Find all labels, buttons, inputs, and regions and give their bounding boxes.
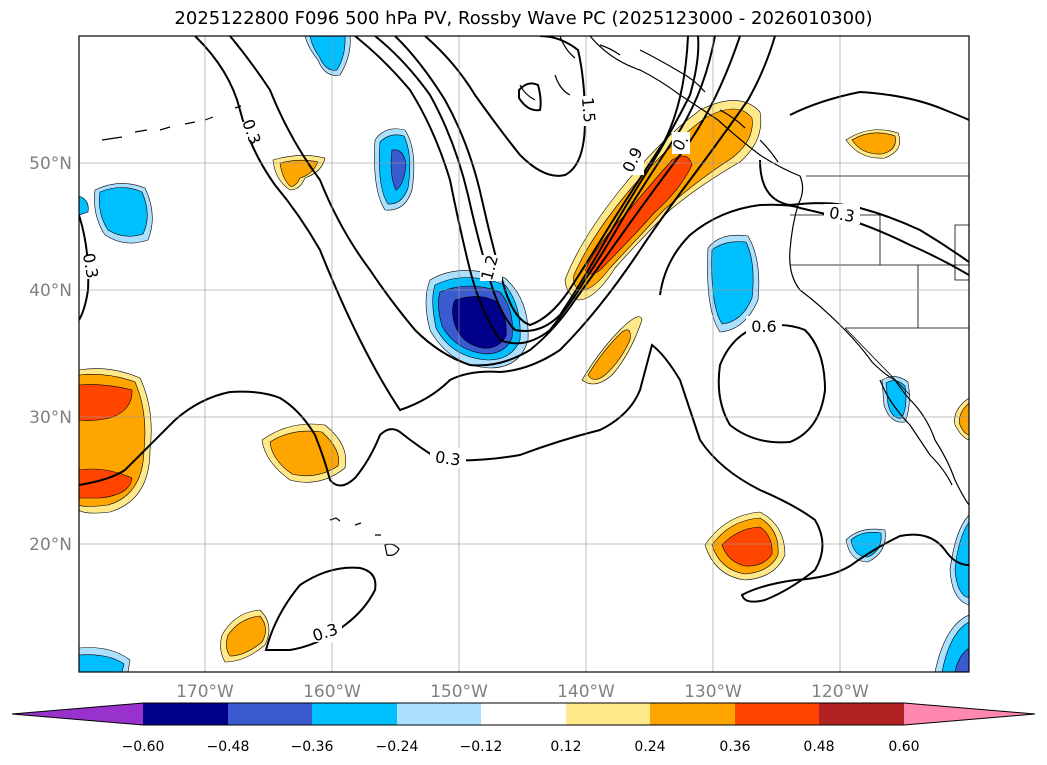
positive-anomaly-128w-l3 (721, 526, 773, 567)
colorbar-tick-label: 0.60 (888, 739, 919, 755)
colorbar-segment (397, 703, 481, 725)
political-borders (790, 175, 969, 396)
negative-anomaly-172w-l2 (99, 187, 148, 237)
lat-label: 30°N (29, 408, 72, 428)
negative-anomaly-nw-edge (79, 195, 89, 216)
colorbar-segment (650, 703, 735, 725)
contour-label: 1.5 (578, 96, 599, 123)
lon-label: 120°W (811, 682, 869, 702)
lat-label: 40°N (29, 281, 72, 301)
positive-anomaly-115w-l2 (851, 132, 896, 155)
lon-label: 130°W (684, 682, 742, 702)
map-title: 2025122800 F096 500 hPa PV, Rossby Wave … (174, 8, 873, 29)
colorbar-ticks: −0.60 −0.48 −0.36 −0.24 −0.12 0.12 0.24 … (122, 739, 920, 755)
lon-label: 140°W (557, 682, 615, 702)
colorbar-extend-high (904, 703, 1035, 725)
colorbar-segment (566, 703, 650, 725)
colorbar-tick-label: −0.24 (376, 739, 419, 755)
negative-anomaly-sw-corner-l2 (79, 654, 125, 672)
colorbar (11, 702, 1036, 726)
negative-anomaly-se-corner-l3 (954, 647, 969, 672)
colorbar-segment (819, 703, 904, 725)
lon-label: 170°W (176, 682, 234, 702)
pv-contours (79, 36, 969, 652)
colorbar-tick-label: −0.60 (122, 739, 165, 755)
negative-anomaly-128w-l2 (711, 241, 754, 325)
colorbar-extend-low (12, 703, 143, 725)
colorbar-tick-label: 0.48 (803, 739, 834, 755)
pv-anomaly-shading (79, 36, 969, 672)
lon-label: 160°W (303, 682, 361, 702)
colorbar-segment (228, 703, 312, 725)
colorbar-outline (11, 702, 1036, 726)
colorbar-tick-label: 0.12 (550, 739, 581, 755)
negative-anomaly-alaska-l2 (309, 36, 346, 71)
contour-label: 0.3 (434, 447, 462, 469)
colorbar-segment (312, 703, 397, 725)
colorbar-tick-label: −0.36 (291, 739, 334, 755)
positive-anomaly-west-edge-l3b (79, 468, 133, 499)
positive-anomaly-143w-l2 (587, 329, 631, 380)
map-frame (78, 35, 970, 673)
negative-anomaly-central-l4 (452, 296, 507, 349)
contour-label: 0.3 (828, 203, 856, 226)
positive-anomaly-160w-l2 (269, 430, 339, 477)
colorbar-segment (143, 703, 228, 725)
longitude-labels: 170°W 160°W 150°W 140°W 130°W 120°W (176, 682, 869, 702)
positive-anomaly-west-edge-l3 (79, 384, 133, 421)
colorbar-tick-label: 0.36 (719, 739, 750, 755)
contour-label: 0.6 (751, 317, 776, 336)
lat-label: 20°N (29, 535, 72, 555)
colorbar-segment (481, 703, 566, 725)
contour-label: 0.3 (79, 252, 102, 280)
negative-anomaly-east-edge-l2 (954, 521, 969, 599)
colorbar-tick-label: −0.12 (460, 739, 503, 755)
lat-label: 50°N (29, 154, 72, 174)
colorbar-segment (735, 703, 819, 725)
colorbar-tick-label: 0.24 (634, 739, 665, 755)
positive-anomaly-east-edge-l2 (959, 402, 969, 436)
gridlines (79, 36, 969, 672)
negative-anomaly-155w-l3 (390, 149, 407, 191)
colorbar-tick-label: −0.48 (207, 739, 250, 755)
lon-label: 150°W (430, 682, 488, 702)
positive-anomaly-163w-l2 (226, 615, 266, 657)
coastlines (101, 36, 969, 556)
latitude-labels: 50°N 40°N 30°N 20°N (29, 154, 72, 555)
